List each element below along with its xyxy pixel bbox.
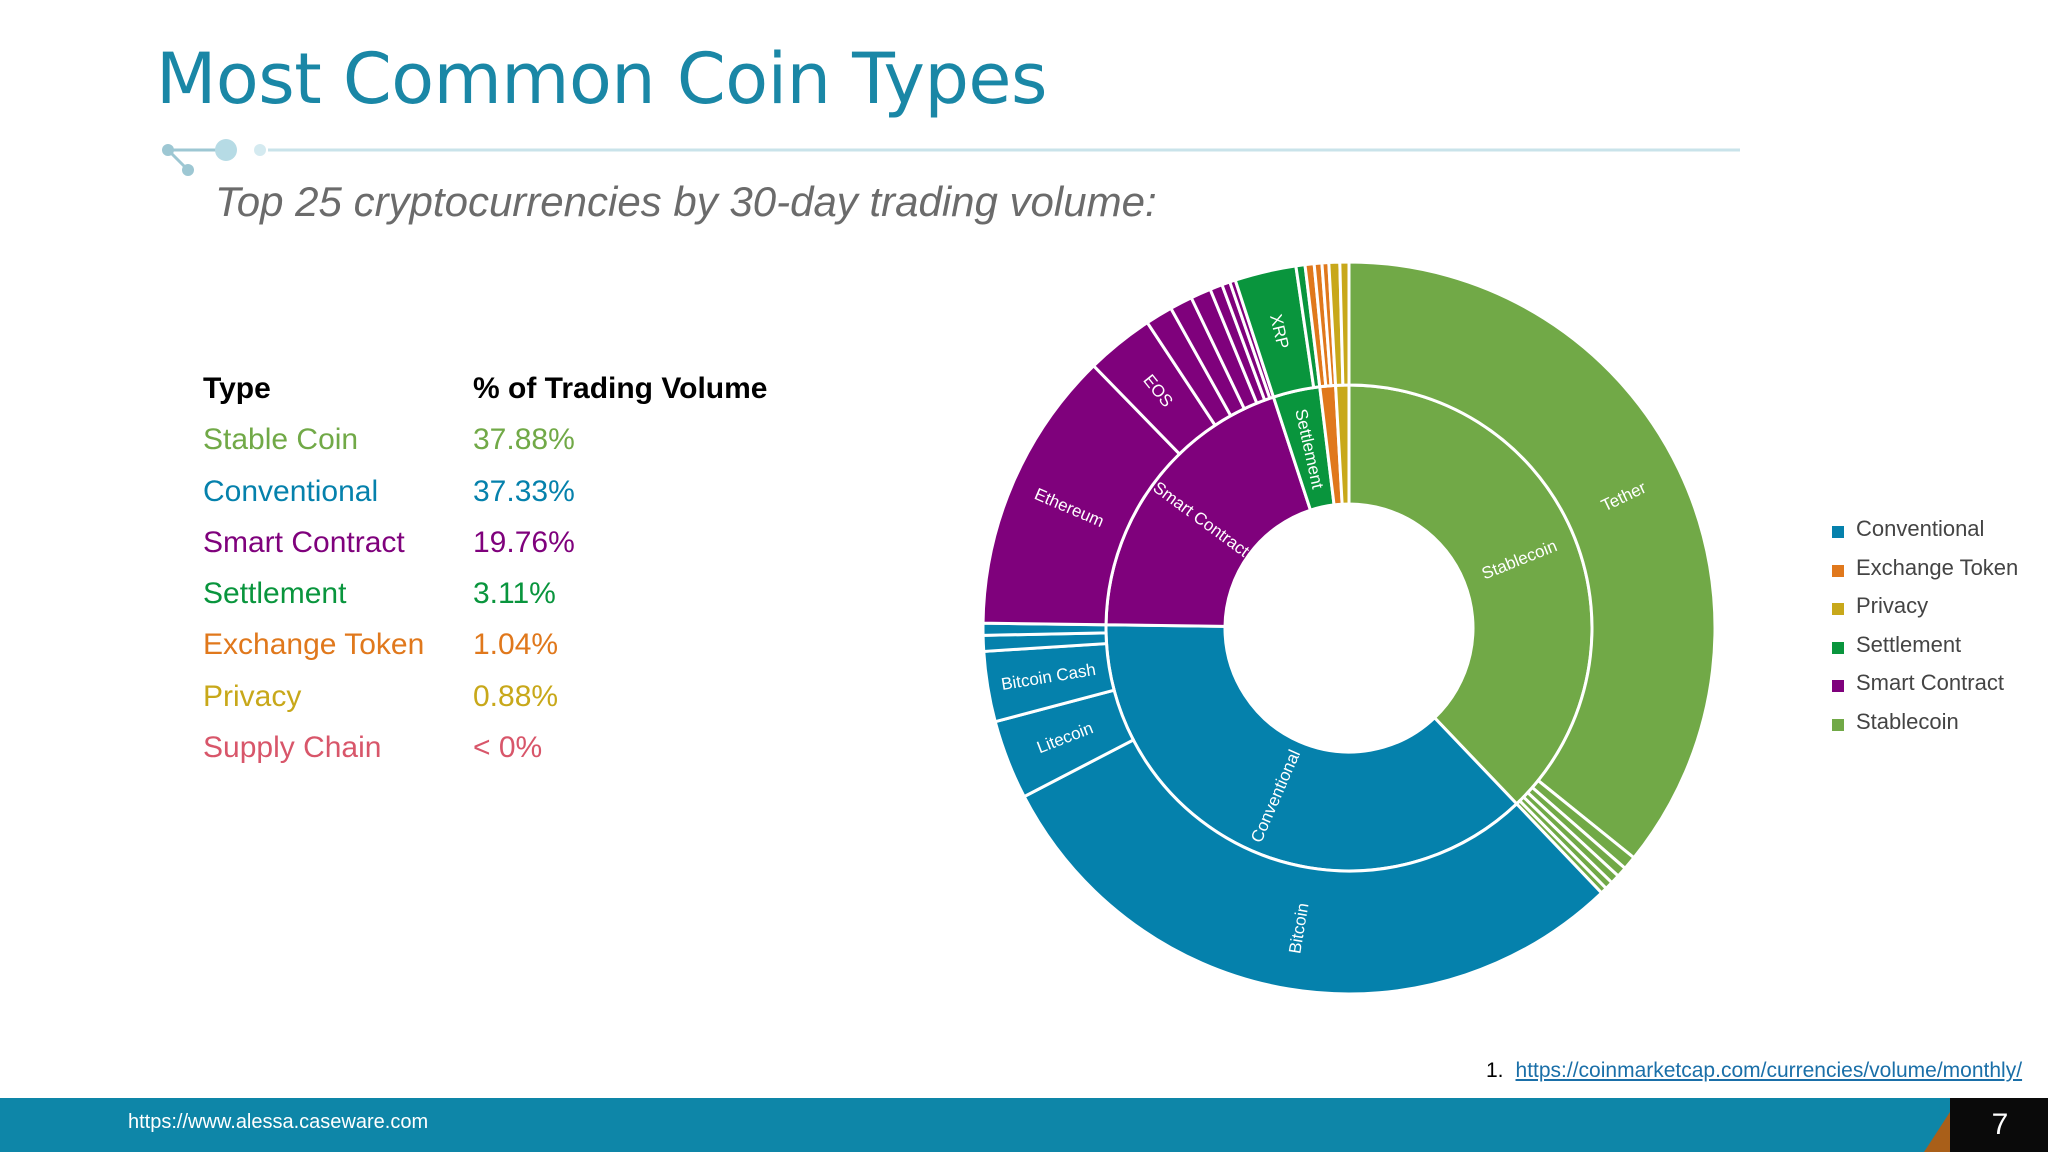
table-cell-type: Supply Chain [203, 731, 382, 765]
table-cell-type: Settlement [203, 577, 347, 611]
table-cell-pct: 19.76% [473, 525, 575, 559]
table-cell-type: Conventional [203, 474, 379, 508]
outer-ring-segment[interactable] [1338, 260, 1351, 387]
table-cell-pct: 37.33% [473, 474, 575, 508]
footnote-number: 1. [1486, 1059, 1504, 1082]
legend-label: Settlement [1856, 631, 1962, 657]
legend-swatch [1832, 641, 1844, 654]
table-cell-pct: 0.88% [473, 679, 559, 713]
legend-swatch [1832, 526, 1844, 538]
legend-swatch [1832, 603, 1844, 615]
title-divider [162, 139, 1740, 176]
footer-bar: https://www.alessa.caseware.com 7 [0, 1098, 2048, 1152]
legend-swatch [1832, 680, 1844, 692]
footer-url[interactable]: https://www.alessa.caseware.com [128, 1111, 429, 1133]
legend-label: Stablecoin [1856, 708, 1959, 734]
legend-label: Exchange Token [1856, 554, 2019, 580]
legend-label: Conventional [1856, 516, 1985, 541]
table-cell-type: Privacy [203, 679, 302, 713]
table-header-pct: % of Trading Volume [473, 372, 768, 405]
slide-subtitle: Top 25 cryptocurrencies by 30-day tradin… [215, 178, 1157, 225]
legend-label: Smart Contract [1856, 670, 2004, 695]
outer-ring-segment[interactable] [1022, 737, 1604, 996]
page-number: 7 [1991, 1108, 2009, 1141]
table-cell-pct: 3.11% [473, 577, 556, 611]
legend-swatch [1832, 564, 1844, 577]
table-cell-type: Stable Coin [203, 423, 359, 457]
page-number-box [1950, 1098, 2048, 1152]
table-header-type: Type [203, 372, 271, 405]
table-cell-type: Exchange Token [203, 628, 425, 662]
table-cell-pct: < 0% [473, 731, 543, 765]
outer-ring-segment[interactable] [1347, 260, 1717, 860]
legend-swatch [1832, 718, 1844, 731]
table-cell-pct: 1.04% [473, 628, 559, 662]
slide-title: Most Common Coin Types [156, 38, 1047, 120]
source-footnote: 1. https://coinmarketcap.com/currencies/v… [1486, 1059, 2022, 1083]
source-link[interactable]: https://coinmarketcap.com/currencies/vol… [1515, 1059, 2023, 1082]
table-cell-pct: 37.88% [473, 423, 575, 457]
legend-label: Privacy [1856, 593, 1929, 618]
table-cell-type: Smart Contract [203, 525, 405, 559]
